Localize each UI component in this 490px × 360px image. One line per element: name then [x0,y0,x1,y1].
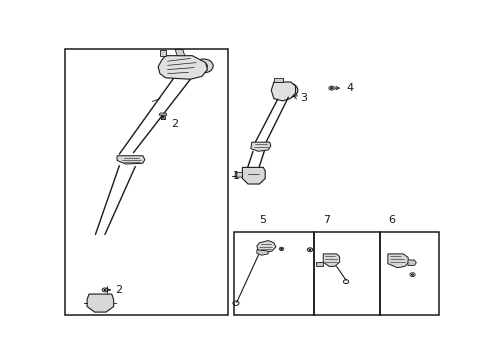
Text: 7: 7 [323,215,331,225]
Circle shape [283,87,292,94]
Polygon shape [388,254,409,268]
Polygon shape [161,116,165,118]
Circle shape [99,304,101,306]
Polygon shape [160,50,166,56]
Polygon shape [87,294,114,312]
Text: 2: 2 [116,285,122,295]
Text: 1: 1 [232,171,240,181]
Polygon shape [316,262,323,266]
Text: 3: 3 [300,93,307,103]
Polygon shape [323,254,340,266]
Polygon shape [243,167,265,184]
Text: 5: 5 [259,215,266,225]
Polygon shape [251,142,271,151]
Polygon shape [408,260,416,266]
Bar [314,232,380,315]
Circle shape [276,82,298,98]
Polygon shape [235,172,243,177]
Circle shape [281,248,282,249]
Polygon shape [175,49,185,56]
Circle shape [104,289,106,291]
Circle shape [331,87,332,89]
Text: 2: 2 [172,118,178,129]
Polygon shape [257,240,276,252]
Circle shape [412,274,413,275]
Circle shape [309,249,311,250]
Polygon shape [158,56,207,79]
Bar [234,232,314,315]
Polygon shape [159,113,167,115]
Circle shape [194,59,213,73]
Bar [65,49,228,315]
Polygon shape [257,250,268,255]
Circle shape [200,63,207,69]
Polygon shape [117,156,145,164]
Polygon shape [274,78,283,82]
Bar [380,232,439,315]
Text: 6: 6 [388,215,395,225]
Text: 4: 4 [346,83,353,93]
Polygon shape [271,82,295,101]
